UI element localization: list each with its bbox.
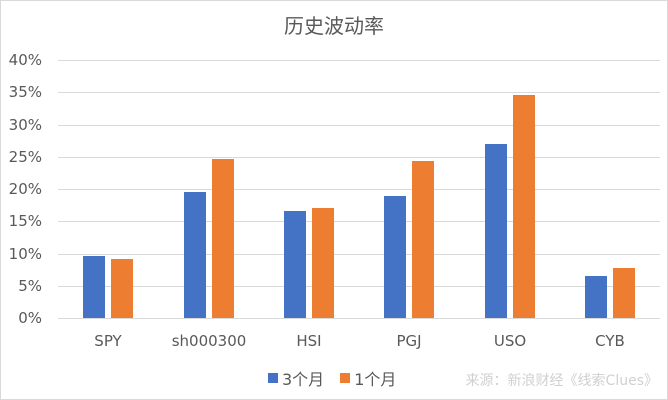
x-tick-label: CYB (595, 332, 625, 350)
bar-PGJ-1m (412, 161, 434, 318)
legend-item-1m: 1个月 (340, 366, 396, 390)
x-tick-label: sh000300 (171, 332, 247, 350)
gridline (58, 254, 660, 255)
source-note: 来源：新浪财经《线索Clues》 (465, 373, 658, 389)
gridline (58, 92, 660, 93)
y-tick-label: 0% (18, 309, 42, 327)
bar-SPY-1m (111, 259, 133, 318)
gridline (58, 318, 660, 319)
bar-SPY-3m (83, 256, 105, 318)
gridline (58, 221, 660, 222)
y-tick-label: 40% (8, 51, 42, 69)
bar-USO-1m (513, 95, 535, 318)
x-tick-label: USO (493, 332, 527, 350)
bar-USO-3m (485, 144, 507, 318)
bar-sh000300-1m (212, 159, 234, 318)
bar-CYB-3m (585, 276, 607, 318)
legend-label-1m: 1个月 (354, 370, 397, 389)
x-tick-label: PGJ (396, 332, 422, 350)
y-tick-label: 15% (8, 212, 42, 230)
bar-HSI-3m (284, 211, 306, 318)
bar-sh000300-3m (184, 192, 206, 318)
y-tick-label: 20% (8, 180, 42, 198)
gridline (58, 60, 660, 61)
legend-item-3m: 3个月 (268, 366, 324, 390)
bar-PGJ-3m (384, 196, 406, 318)
gridline (58, 157, 660, 158)
legend-swatch-1m (340, 373, 351, 383)
gridline (58, 286, 660, 287)
gridline (58, 189, 660, 190)
y-tick-label: 30% (8, 116, 42, 134)
bar-HSI-1m (312, 208, 334, 318)
bar-CYB-1m (613, 268, 635, 318)
x-tick-label: HSI (296, 332, 322, 350)
y-tick-label: 5% (18, 277, 42, 295)
chart-title: 历史波动率 (284, 14, 384, 38)
y-tick-label: 35% (8, 83, 42, 101)
legend-label-3m: 3个月 (282, 370, 325, 389)
gridline (58, 125, 660, 126)
y-tick-label: 10% (8, 245, 42, 263)
y-tick-label: 25% (8, 148, 42, 166)
x-tick-label: SPY (94, 332, 122, 350)
legend: 3个月 1个月 (268, 366, 412, 390)
legend-swatch-3m (268, 373, 278, 383)
